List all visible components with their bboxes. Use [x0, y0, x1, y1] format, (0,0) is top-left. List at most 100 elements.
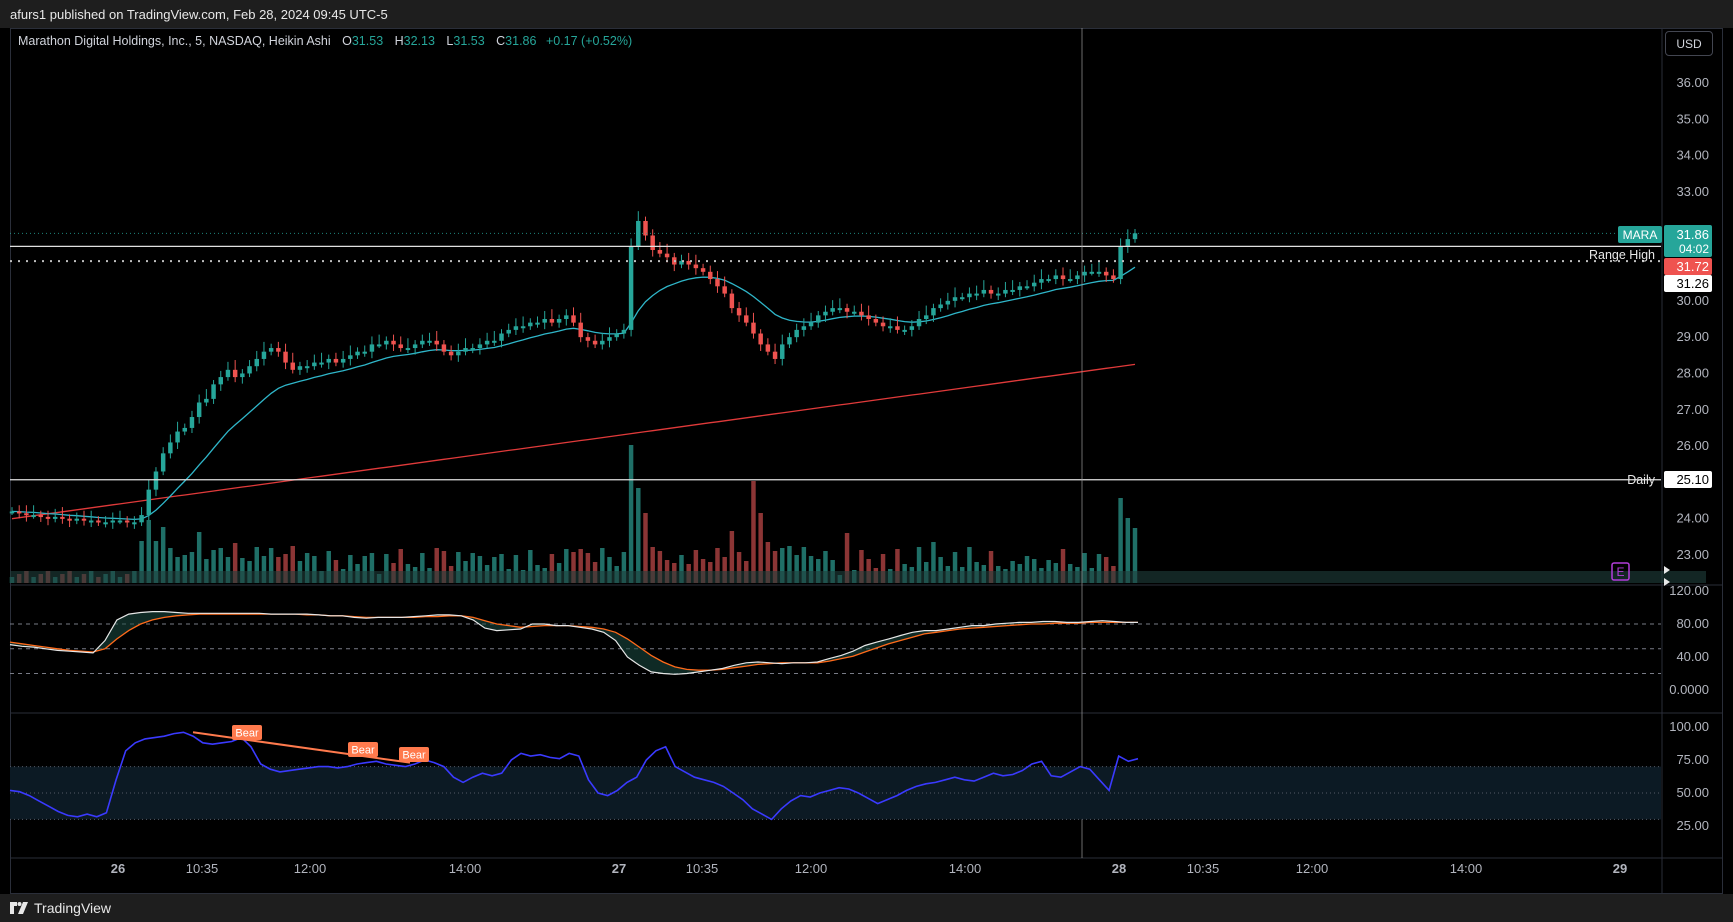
candle-body — [931, 308, 936, 316]
volume-bar — [139, 541, 144, 583]
volume-bar — [564, 549, 569, 583]
candle-layer — [9, 211, 1138, 529]
close-label: C — [496, 34, 506, 48]
candle-body — [513, 326, 519, 330]
candle-body — [888, 326, 893, 329]
rsi-layer: Bear Bear Bear — [9, 725, 1661, 821]
candle-body — [448, 351, 454, 356]
volume-bar — [938, 557, 943, 583]
volume-bar — [801, 547, 807, 583]
publisher-bar: afurs1 published on TradingView.com, Feb… — [0, 0, 1733, 28]
volume-bar — [225, 557, 231, 583]
candle-body — [283, 351, 288, 363]
volume-bar — [492, 557, 497, 583]
range-high-price-tag — [1664, 258, 1712, 275]
candle-body — [38, 515, 44, 518]
time-tick-label: 14:00 — [1450, 861, 1483, 876]
symbol-legend[interactable]: Marathon Digital Holdings, Inc., 5, NASD… — [18, 34, 632, 48]
candle-body — [1075, 275, 1080, 280]
stoch-tick-label: 120.00 — [1669, 583, 1709, 598]
volume-bar — [1103, 557, 1109, 583]
rsi-band — [10, 766, 1661, 820]
volume-bar — [729, 531, 735, 583]
candle-body — [153, 471, 159, 490]
candle-body — [189, 417, 195, 428]
candle-body — [729, 293, 735, 309]
time-tick-label: 10:35 — [1187, 861, 1220, 876]
open-label: O — [342, 34, 352, 48]
candle-body — [24, 513, 29, 516]
candle-body — [492, 340, 497, 343]
mara-name-text: MARA — [1623, 228, 1658, 242]
candle-body — [621, 329, 627, 334]
candle-body — [456, 351, 461, 356]
candle-body — [124, 520, 130, 523]
candle-body — [981, 289, 987, 294]
time-tick-label: 12:00 — [1296, 861, 1329, 876]
candle-body — [1096, 271, 1102, 274]
candle-body — [808, 322, 814, 327]
volume-bar — [168, 548, 173, 583]
candle-body — [938, 304, 943, 309]
rsi-tick-label: 50.00 — [1676, 785, 1709, 800]
candle-body — [686, 260, 691, 265]
candle-body — [758, 333, 763, 345]
candle-body — [261, 351, 267, 359]
volume-bar — [1125, 518, 1131, 583]
candle-body — [312, 362, 317, 367]
volume-bar — [1118, 498, 1123, 583]
candle-body — [1082, 271, 1087, 276]
price-tick-label: 30.00 — [1676, 293, 1709, 308]
earnings-badge-text: E — [1616, 565, 1624, 579]
candle-body — [81, 518, 87, 521]
chart-frame[interactable] — [10, 28, 1723, 894]
rsi-tick-label: 100.00 — [1669, 719, 1709, 734]
candle-body — [88, 520, 94, 523]
tradingview-logo[interactable]: TradingView — [10, 900, 111, 916]
candle-body — [326, 358, 331, 363]
stoch-tick-label: 80.00 — [1676, 616, 1709, 631]
candle-body — [974, 293, 979, 296]
candle-body — [535, 322, 540, 325]
candle-body — [376, 344, 382, 347]
volume-bar — [218, 548, 223, 583]
candle-body — [542, 319, 547, 323]
stochastic-layer — [9, 611, 1661, 675]
volume-bar — [621, 552, 627, 583]
candle-body — [16, 511, 22, 514]
volume-bar — [1082, 553, 1087, 583]
candle-body — [816, 315, 821, 323]
volume-bar — [600, 548, 605, 583]
candle-body — [132, 522, 137, 525]
volume-bar — [794, 555, 799, 583]
candle-body — [650, 235, 655, 251]
candle-body — [340, 358, 346, 363]
volume-bar — [844, 533, 850, 583]
publisher-text: afurs1 published on TradingView.com, Feb… — [10, 7, 388, 22]
volume-bar — [722, 557, 727, 583]
candle-body — [319, 362, 324, 365]
daily-price-tag — [1664, 471, 1712, 488]
bear-label-box — [399, 747, 429, 762]
candle-body — [787, 337, 792, 345]
volume-bar — [499, 554, 504, 583]
high-label: H — [394, 34, 404, 48]
price-tick-label: 26.00 — [1676, 438, 1709, 453]
volume-bar — [895, 549, 900, 583]
volume-bar — [528, 550, 533, 583]
candle-body — [434, 340, 439, 345]
candle-body — [1017, 286, 1023, 290]
currency-button[interactable]: USD — [1665, 31, 1713, 56]
volume-bar — [160, 527, 166, 583]
brand-bar: TradingView — [0, 894, 1733, 922]
candle-body — [679, 260, 684, 265]
candle-body — [405, 348, 411, 351]
symbol-description: Marathon Digital Holdings, Inc., 5, NASD… — [18, 34, 331, 48]
volume-bar — [369, 553, 375, 583]
ema-slow-line — [11, 363, 1136, 520]
axis-layer: 36.00 35.00 34.00 33.00 30.00 29.00 28.00 27.00… — [111, 75, 1712, 876]
candle-body — [96, 520, 101, 523]
volume-bar — [772, 551, 778, 583]
bear-label-text: Bear — [351, 745, 375, 757]
